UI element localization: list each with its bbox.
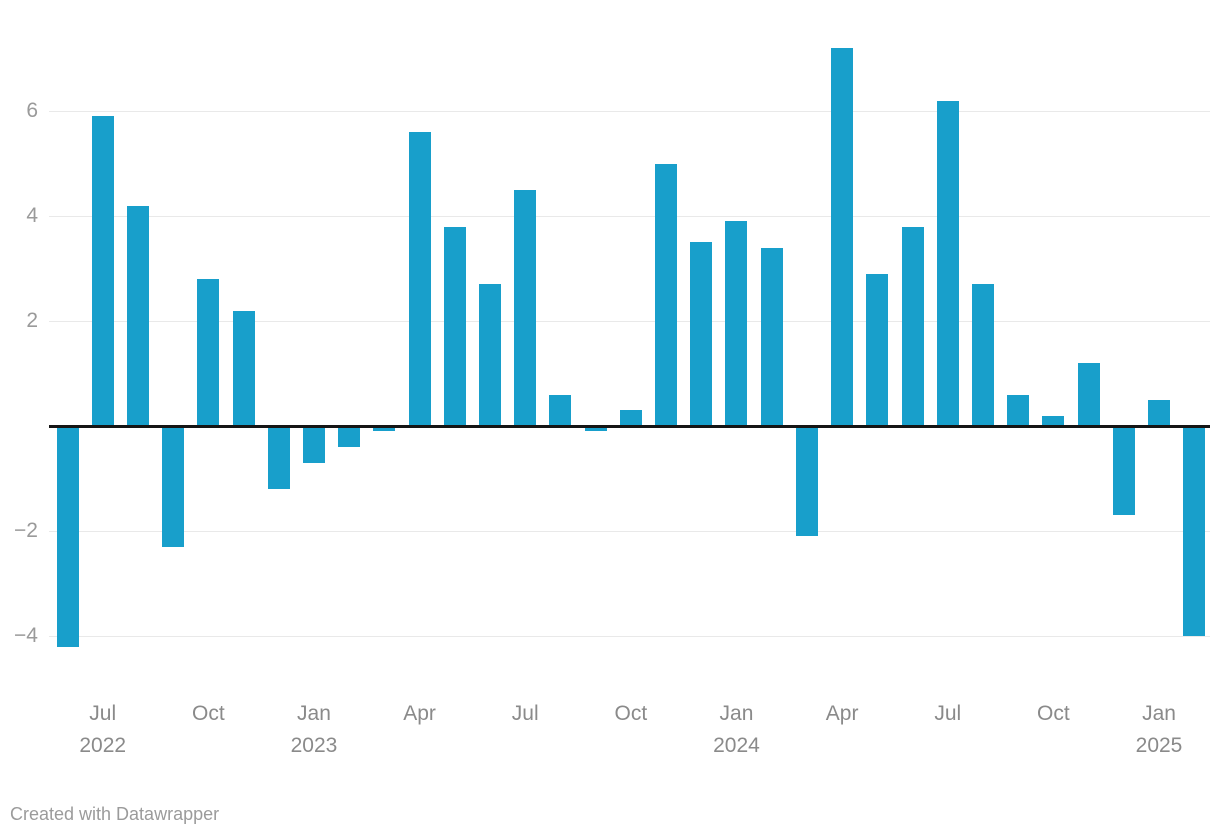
x-tick-label: Apr (826, 698, 859, 730)
bar (549, 394, 572, 426)
y-tick-label: 4 (26, 204, 38, 227)
bar (795, 426, 818, 537)
bar (126, 205, 149, 426)
x-tick-month: Jul (89, 702, 117, 725)
bar (1148, 399, 1170, 426)
bar (443, 226, 466, 426)
x-tick-month: Jan (719, 702, 754, 725)
x-tick-month: Jul (511, 702, 539, 725)
bar (1077, 363, 1100, 426)
bar (619, 410, 642, 426)
x-tick-month: Jul (934, 702, 962, 725)
x-tick-label: Apr (403, 698, 436, 730)
bar (162, 426, 185, 547)
x-tick-year: 2024 (713, 734, 760, 757)
bar (56, 426, 79, 647)
x-tick-month: Oct (191, 702, 225, 725)
bar (971, 284, 994, 426)
bar (338, 426, 361, 447)
bar (655, 163, 678, 426)
x-tick-label: Oct (615, 698, 648, 730)
x-tick-year: 2022 (79, 734, 127, 757)
bar (1007, 394, 1030, 426)
x-tick-label: Jul (934, 698, 961, 730)
bar (725, 221, 748, 426)
y-tick-label: −4 (14, 624, 38, 647)
x-tick-month: Apr (825, 702, 859, 725)
bar (936, 100, 959, 426)
gridline (49, 320, 1210, 322)
bar (584, 426, 607, 432)
y-tick-label: 6 (26, 99, 38, 122)
x-tick-month: Oct (614, 702, 648, 725)
x-tick-label: Oct (192, 698, 225, 730)
bar (690, 242, 713, 426)
bar (479, 284, 502, 426)
plot-area: 6 4 2 −2 −4 Jul 2022 Oct Jan 2023 Apr Jul Oct Jan 2024… (14, 48, 1210, 757)
x-tick-month: Jan (297, 702, 331, 725)
bar (232, 310, 255, 426)
x-tick-label: Jan 2025 (1136, 698, 1183, 762)
bar (514, 189, 537, 426)
bar (866, 273, 889, 426)
bar (302, 426, 325, 463)
gridline (49, 110, 1210, 112)
bar (1042, 415, 1065, 426)
bar (760, 247, 783, 426)
bar (1112, 426, 1135, 516)
x-tick-month: Oct (1037, 702, 1070, 725)
datawrapper-credit[interactable]: Created with Datawrapper (10, 804, 220, 824)
x-tick-year: 2025 (1135, 734, 1183, 757)
bar (901, 226, 924, 426)
bar (373, 426, 396, 432)
x-tick-label: Jan 2024 (713, 698, 760, 762)
zero-axis-line (49, 424, 1210, 428)
x-tick-month: Jan (1142, 702, 1176, 725)
x-tick-label: Jul (512, 698, 539, 730)
x-tick-label: Jul 2022 (79, 698, 126, 762)
bar (1183, 426, 1206, 636)
bar (831, 48, 854, 426)
x-tick-label: Oct (1037, 698, 1070, 730)
x-tick-label: Jan 2023 (291, 698, 338, 762)
x-tick-month: Apr (403, 702, 436, 725)
bar (197, 279, 220, 426)
gridline (49, 215, 1210, 217)
bar (91, 116, 114, 426)
y-tick-label: 2 (26, 309, 38, 332)
y-tick-label: −2 (14, 519, 38, 542)
x-tick-year: 2023 (290, 734, 338, 757)
bar (408, 132, 431, 426)
bar (267, 426, 290, 489)
gridline (49, 530, 1210, 532)
gridline (49, 635, 1210, 637)
